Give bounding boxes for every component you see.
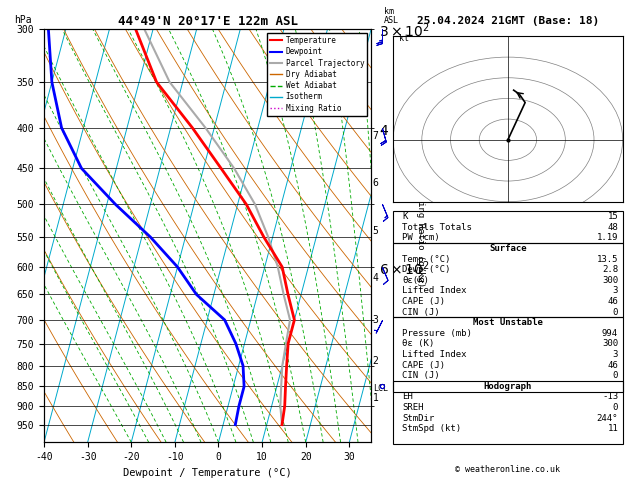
Text: 1.19: 1.19 [597, 233, 618, 243]
Text: -13: -13 [602, 392, 618, 401]
Text: 1: 1 [373, 393, 379, 403]
Text: 0: 0 [613, 403, 618, 412]
Text: PW (cm): PW (cm) [403, 233, 440, 243]
Text: CAPE (J): CAPE (J) [403, 361, 445, 369]
Text: Lifted Index: Lifted Index [403, 350, 467, 359]
Text: 300: 300 [602, 276, 618, 285]
Text: 46: 46 [608, 361, 618, 369]
Text: EH: EH [403, 392, 413, 401]
Text: 7: 7 [373, 131, 379, 141]
Text: 2.8: 2.8 [602, 265, 618, 274]
Bar [393, 243, 623, 317]
Text: Most Unstable: Most Unstable [473, 318, 543, 327]
Text: Pressure (mb): Pressure (mb) [403, 329, 472, 338]
Text: 0: 0 [613, 371, 618, 380]
Text: CAPE (J): CAPE (J) [403, 297, 445, 306]
Text: CIN (J): CIN (J) [403, 371, 440, 380]
Text: hPa: hPa [14, 15, 32, 25]
Text: 15: 15 [608, 212, 618, 221]
Text: θε (K): θε (K) [403, 339, 435, 348]
Text: kt: kt [399, 34, 409, 43]
X-axis label: Dewpoint / Temperature (°C): Dewpoint / Temperature (°C) [123, 468, 292, 478]
Text: 994: 994 [602, 329, 618, 338]
Text: Hodograph: Hodograph [484, 382, 532, 391]
Text: 3: 3 [373, 315, 379, 325]
Legend: Temperature, Dewpoint, Parcel Trajectory, Dry Adiabat, Wet Adiabat, Isotherm, Mi: Temperature, Dewpoint, Parcel Trajectory… [267, 33, 367, 116]
Text: Lifted Index: Lifted Index [403, 286, 467, 295]
Text: 11: 11 [608, 424, 618, 433]
Bar [393, 211, 623, 243]
Text: 244°: 244° [597, 414, 618, 422]
Text: Mixing Ratio (g/kg): Mixing Ratio (g/kg) [416, 185, 425, 287]
Bar [393, 381, 623, 445]
Text: LCL: LCL [373, 384, 387, 393]
Text: Dewp (°C): Dewp (°C) [403, 265, 451, 274]
Title: 44°49'N 20°17'E 122m ASL: 44°49'N 20°17'E 122m ASL [118, 15, 298, 28]
Text: 4: 4 [373, 273, 379, 283]
Text: 13.5: 13.5 [597, 255, 618, 263]
Text: SREH: SREH [403, 403, 424, 412]
Text: 3: 3 [613, 350, 618, 359]
Text: 300: 300 [602, 339, 618, 348]
Text: 6: 6 [373, 178, 379, 188]
Text: Totals Totals: Totals Totals [403, 223, 472, 232]
Text: StmDir: StmDir [403, 414, 435, 422]
Text: K: K [403, 212, 408, 221]
Text: 25.04.2024 21GMT (Base: 18): 25.04.2024 21GMT (Base: 18) [417, 16, 599, 26]
Text: θε(K): θε(K) [403, 276, 429, 285]
Text: km
ASL: km ASL [384, 7, 399, 25]
Text: 46: 46 [608, 297, 618, 306]
Text: CIN (J): CIN (J) [403, 308, 440, 316]
Text: StmSpd (kt): StmSpd (kt) [403, 424, 462, 433]
Text: © weatheronline.co.uk: © weatheronline.co.uk [455, 465, 560, 474]
Text: Surface: Surface [489, 244, 526, 253]
Bar [393, 317, 623, 392]
Text: 5: 5 [373, 226, 379, 236]
Text: 0: 0 [613, 308, 618, 316]
Text: 2: 2 [373, 356, 379, 366]
Text: Temp (°C): Temp (°C) [403, 255, 451, 263]
Text: 3: 3 [613, 286, 618, 295]
Text: 48: 48 [608, 223, 618, 232]
